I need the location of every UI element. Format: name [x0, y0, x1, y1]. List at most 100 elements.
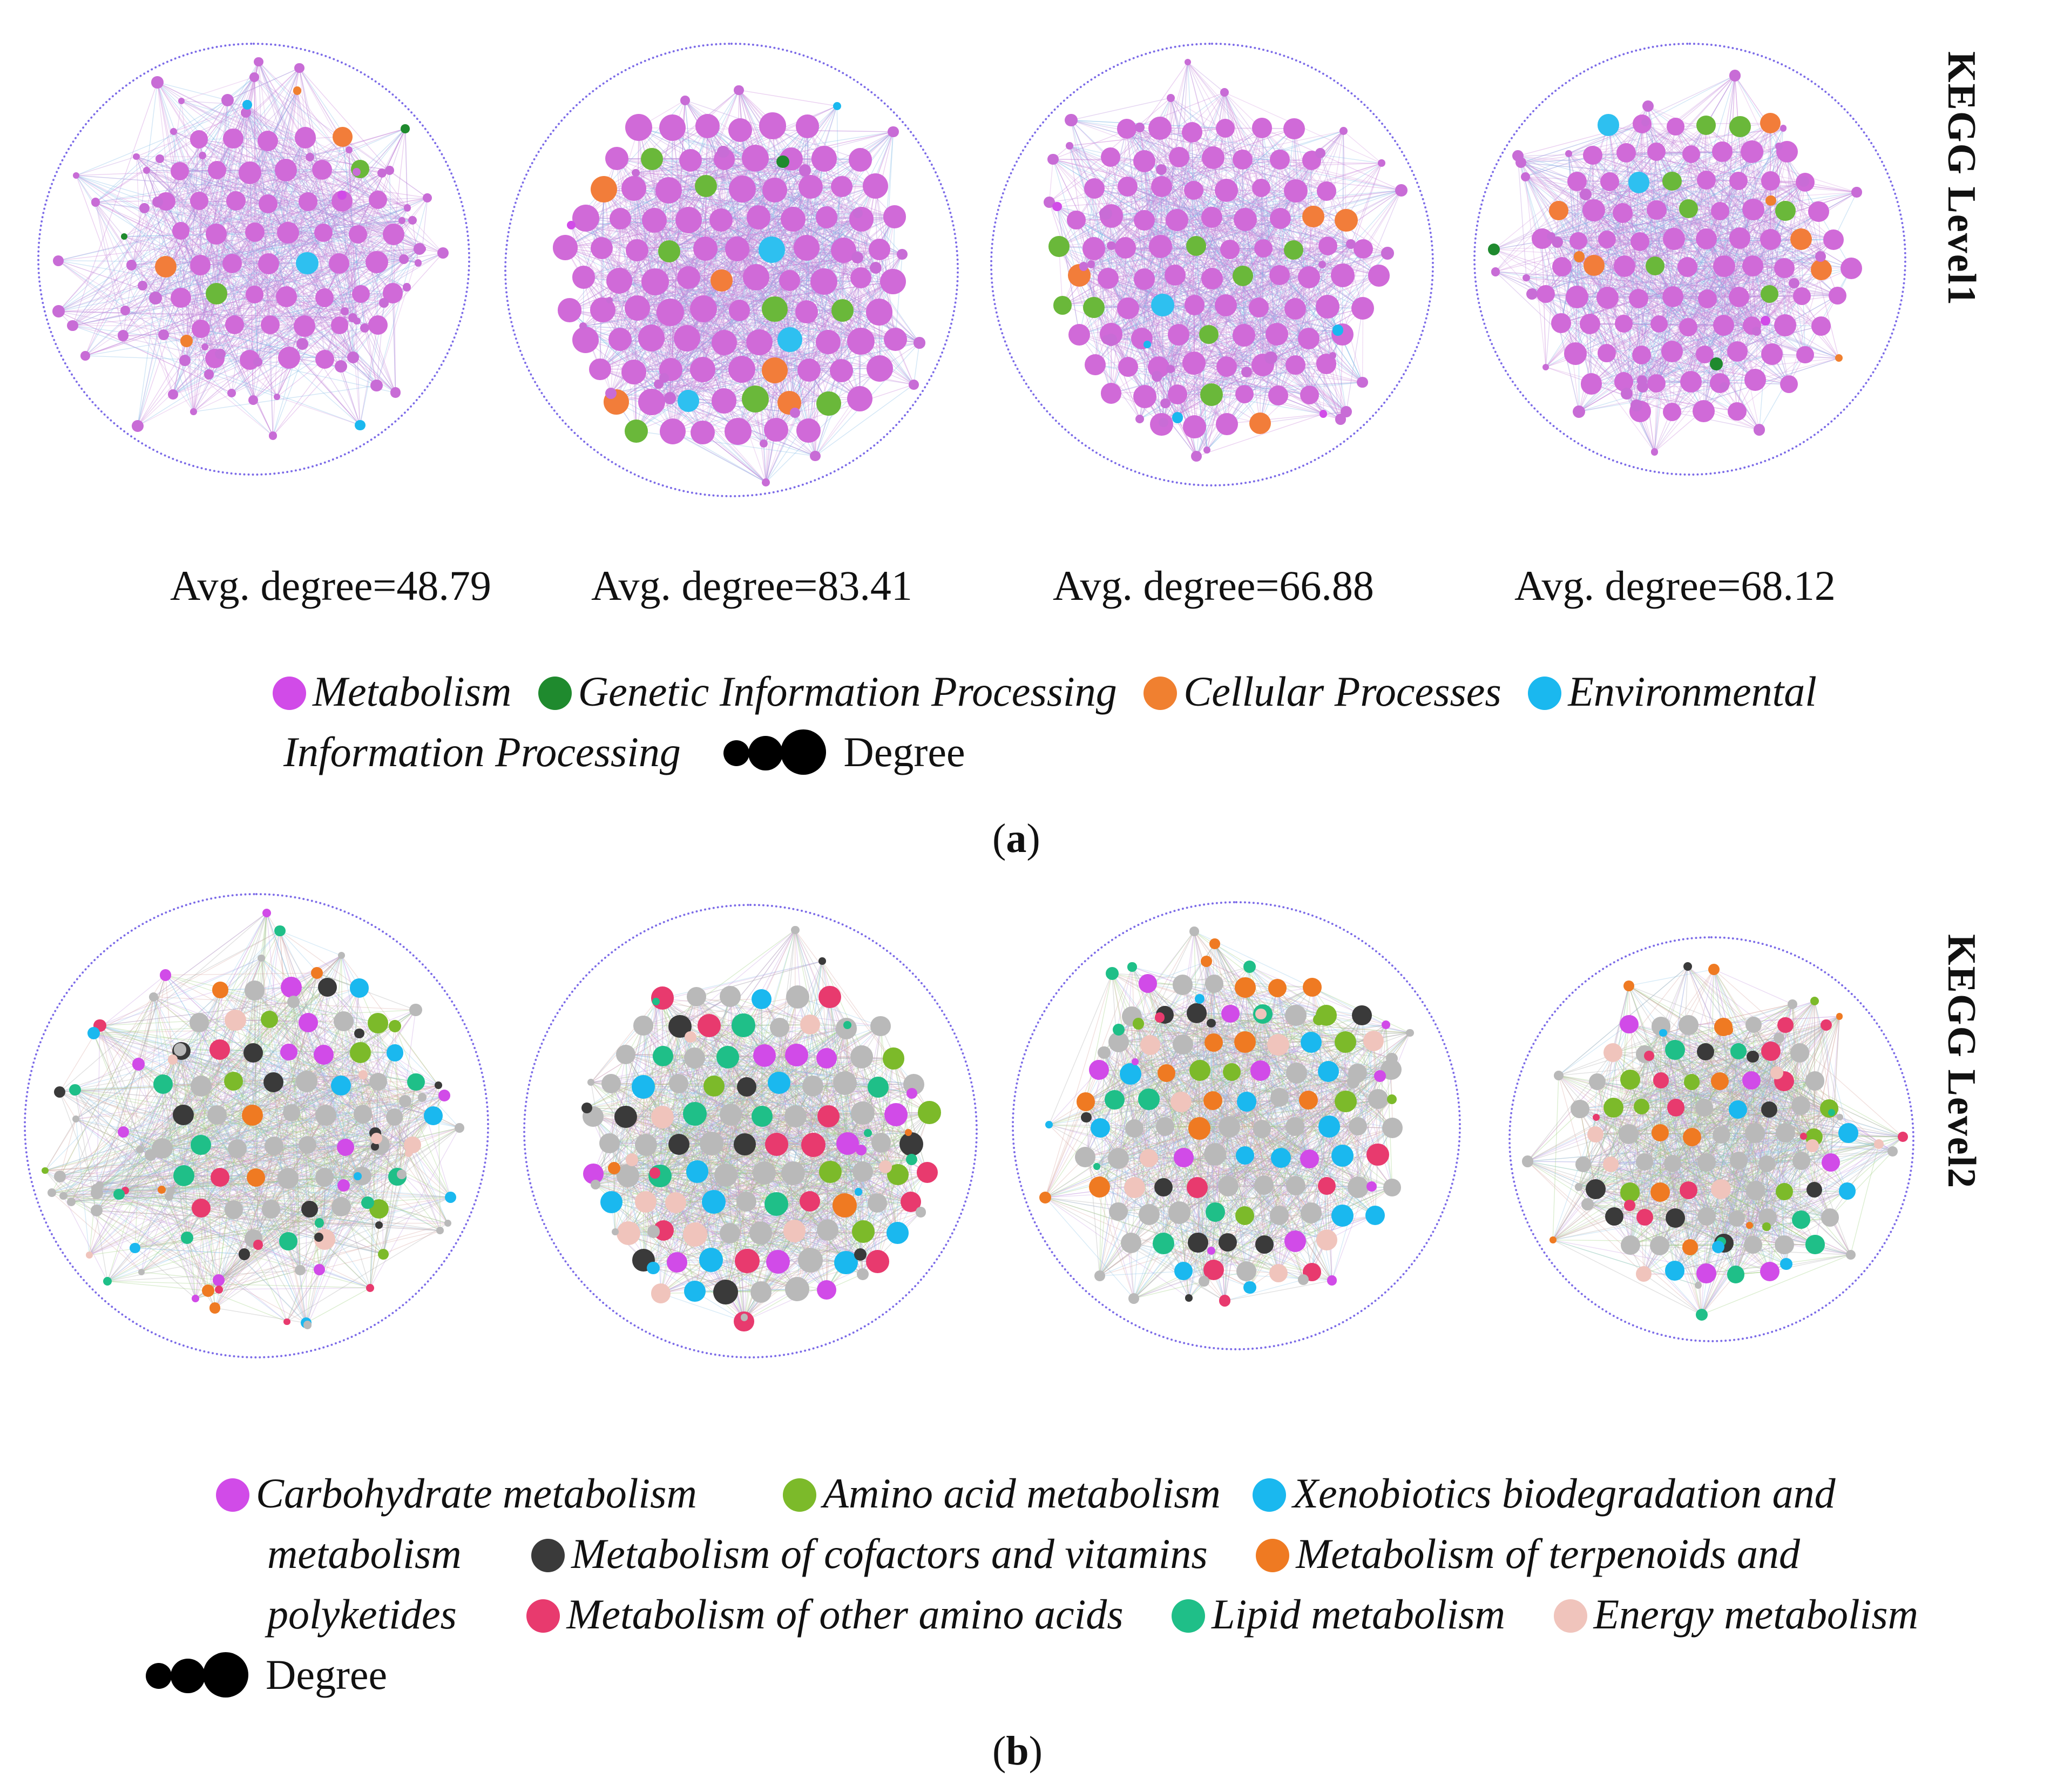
network-node: [742, 145, 769, 172]
network-node: [880, 268, 906, 295]
avg-degree-2: Avg. degree=83.41: [591, 562, 912, 609]
network-node: [608, 327, 632, 351]
network-node: [277, 221, 299, 244]
network-node: [1143, 341, 1151, 348]
network-node: [423, 193, 432, 202]
network-node: [1526, 288, 1538, 300]
network-node: [1215, 178, 1238, 202]
network-node: [52, 255, 64, 266]
network-node: [579, 322, 587, 330]
network-node: [1720, 382, 1728, 391]
network-node: [1048, 236, 1070, 258]
network-node: [1851, 187, 1862, 198]
network-node: [1167, 384, 1187, 404]
network-node: [268, 431, 278, 440]
network-node: [680, 95, 690, 105]
network-node: [1647, 374, 1666, 393]
network-node: [149, 291, 162, 305]
network-node: [275, 286, 297, 308]
network-node: [1065, 142, 1073, 150]
network-node: [1395, 184, 1408, 197]
network-node: [1761, 171, 1781, 191]
network-node: [306, 152, 315, 161]
network-node: [390, 387, 401, 398]
network-node: [1284, 298, 1307, 320]
network-node: [677, 266, 700, 289]
network-node: [777, 327, 803, 353]
network-node: [246, 286, 263, 303]
network-node: [833, 102, 841, 111]
network-node: [242, 99, 252, 110]
network-node: [1523, 274, 1530, 282]
genetic-dot-icon: [538, 677, 572, 710]
network-node: [221, 93, 234, 107]
network-node: [1199, 324, 1219, 344]
network-node: [1319, 410, 1328, 418]
network-node: [178, 97, 185, 105]
network-boundary: [990, 43, 1434, 486]
network-node: [170, 128, 178, 136]
network-node: [1233, 266, 1254, 287]
network-node: [345, 146, 353, 153]
network-node: [1084, 178, 1105, 199]
network-node: [1201, 146, 1224, 169]
network-node: [226, 191, 246, 211]
network-node: [1580, 313, 1601, 335]
legend-item-cellular: Cellular Processes: [1143, 668, 1501, 715]
network-node: [1612, 202, 1633, 223]
network-node: [1216, 413, 1238, 436]
network-node: [1133, 268, 1155, 290]
network-node: [847, 327, 875, 355]
network-node: [1283, 118, 1305, 140]
network-node: [641, 268, 669, 296]
network-node: [1084, 354, 1106, 375]
network-node: [1667, 118, 1684, 136]
network-node: [1114, 237, 1136, 259]
network-node: [241, 107, 251, 118]
network-node: [1790, 228, 1812, 250]
network-node: [190, 255, 211, 275]
network-node: [1728, 402, 1747, 421]
network-node: [168, 389, 178, 400]
network-node: [1729, 116, 1751, 138]
network-node: [1235, 385, 1254, 404]
network-node: [621, 359, 647, 384]
panel-a-network-4: [1466, 40, 1914, 478]
network-node: [398, 217, 405, 224]
network-node: [1201, 267, 1223, 289]
network-node: [1564, 342, 1587, 365]
network-node: [215, 349, 226, 360]
network-node: [888, 126, 899, 138]
network-node: [274, 393, 281, 401]
network-node: [1645, 256, 1664, 275]
network-node: [1339, 127, 1348, 136]
network-node: [780, 206, 806, 232]
network-node: [831, 299, 854, 322]
network-node: [746, 329, 773, 356]
network-node: [1729, 172, 1748, 191]
network-node: [605, 387, 617, 399]
network-node: [1744, 369, 1767, 391]
network-node: [1565, 150, 1572, 157]
network-node: [1117, 119, 1136, 139]
network-node: [566, 221, 576, 230]
network-node: [1642, 100, 1654, 112]
network-node: [117, 330, 129, 341]
network-node: [355, 420, 366, 430]
network-node: [638, 388, 665, 416]
network-node: [810, 268, 837, 295]
network-node: [1662, 402, 1682, 422]
network-node: [883, 328, 907, 351]
network-node: [334, 360, 347, 373]
network-node: [408, 215, 417, 225]
network-node: [120, 305, 131, 316]
network-node: [260, 315, 280, 335]
network-node: [332, 126, 353, 147]
network-node: [654, 379, 664, 389]
network-node: [909, 379, 919, 390]
network-node: [1269, 150, 1290, 170]
network-node: [693, 236, 718, 261]
network-node: [625, 295, 650, 321]
network-node: [152, 196, 164, 208]
network-node: [764, 418, 788, 442]
